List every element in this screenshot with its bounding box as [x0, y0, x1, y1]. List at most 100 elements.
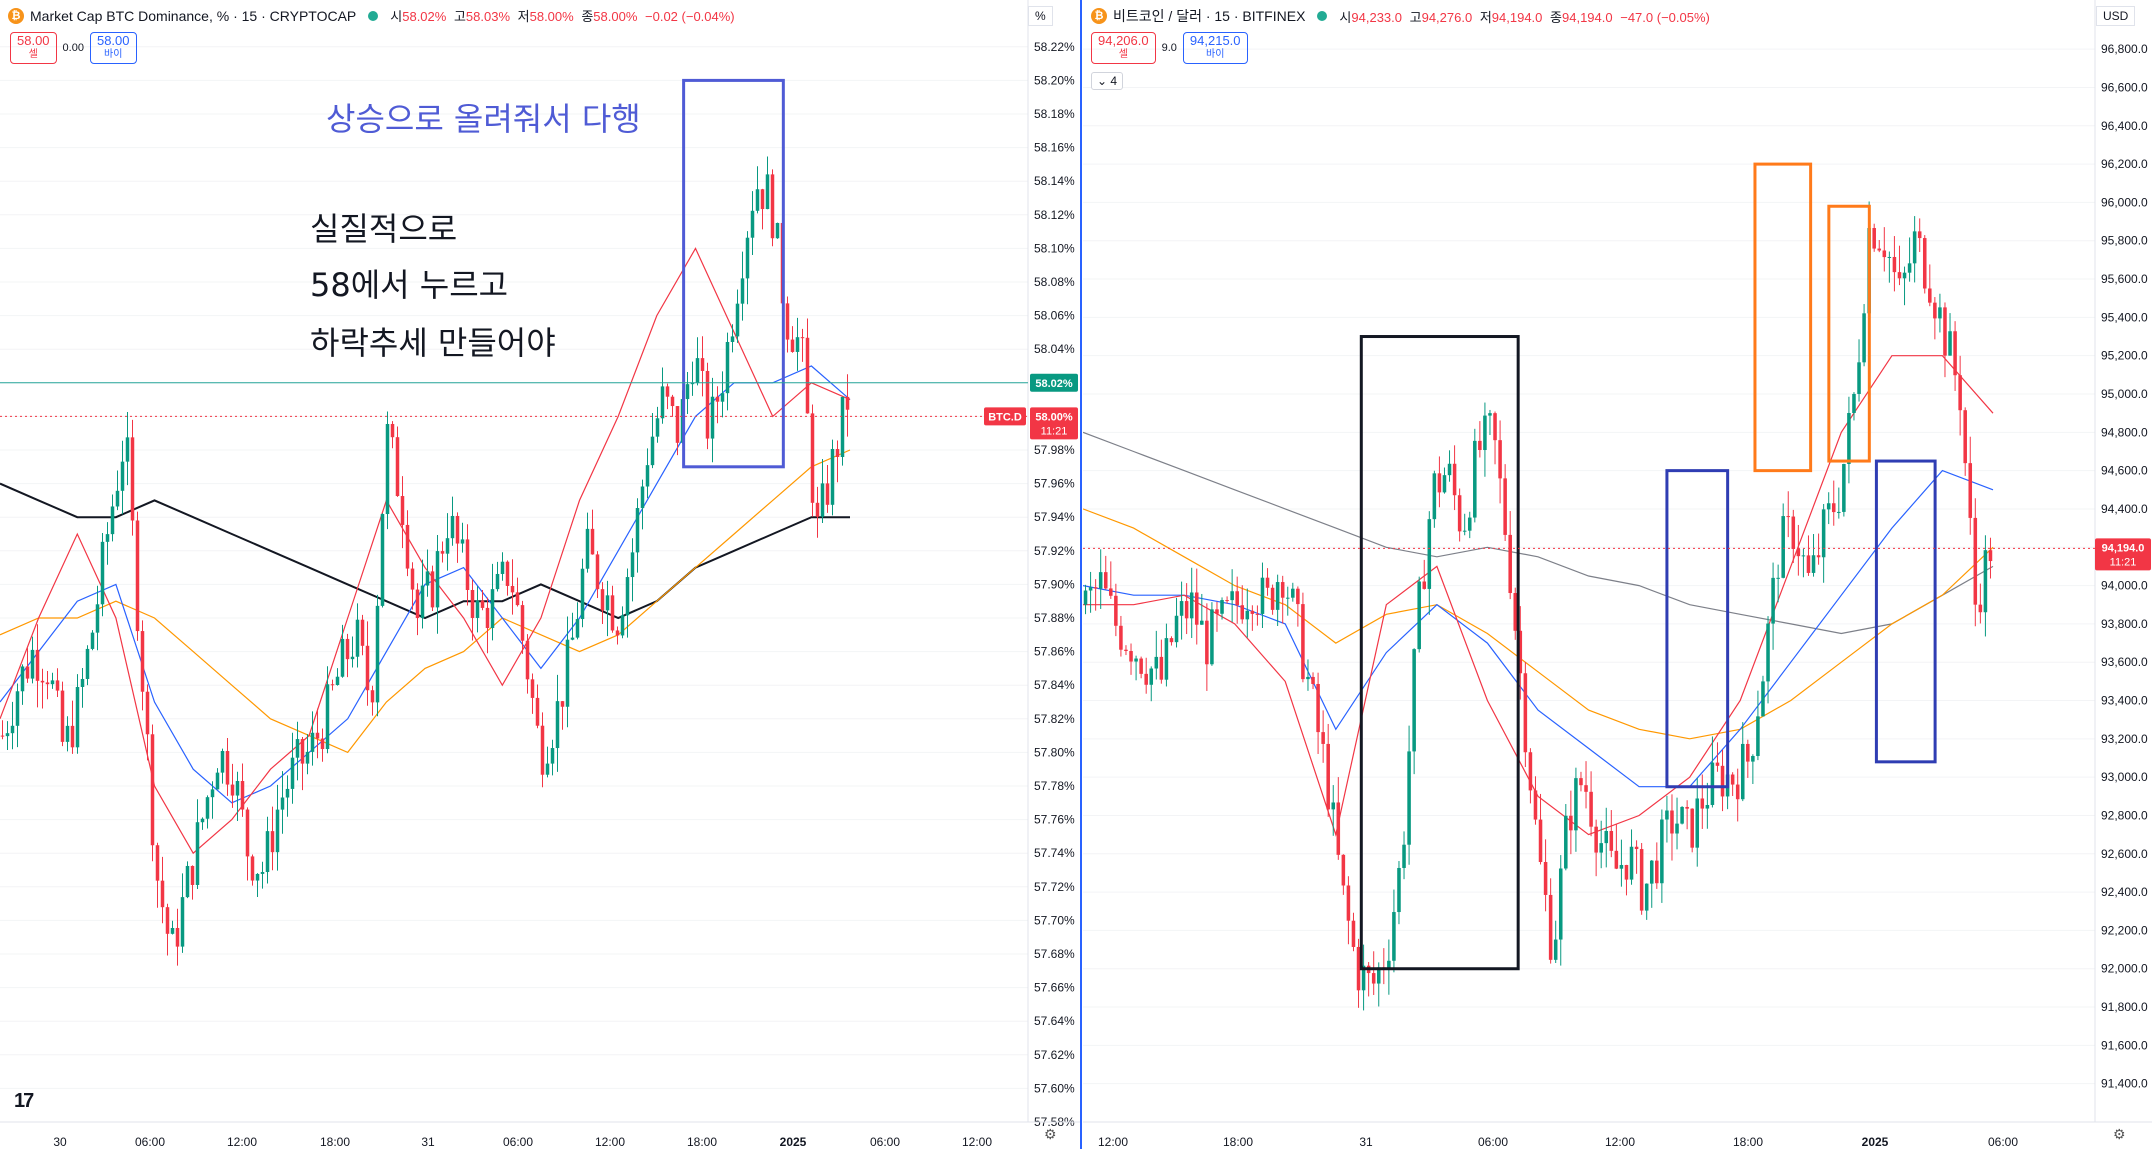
- sell-button[interactable]: 94,206.0 셀: [1091, 32, 1156, 64]
- candle-body: [185, 865, 190, 898]
- candle-body: [385, 423, 390, 515]
- candle-body: [125, 437, 130, 462]
- highlight-box[interactable]: [682, 78, 785, 469]
- candle-body: [325, 684, 330, 750]
- candle-body: [320, 738, 325, 750]
- y-tick-label: 94,800.0: [2101, 425, 2148, 439]
- bitcoin-icon: ₿: [8, 7, 24, 24]
- y-tick-label: 94,600.0: [2101, 464, 2148, 478]
- candle-body: [1816, 555, 1821, 558]
- candle-body: [630, 552, 635, 578]
- candle-body: [1144, 673, 1148, 685]
- candle-body: [1700, 798, 1705, 809]
- candle-body: [1604, 830, 1609, 844]
- x-tick-label: 18:00: [1733, 1135, 1763, 1149]
- candle-body: [810, 413, 815, 503]
- x-axis: 12:00 18:00 31 06:00 12:00 18:00 2025 06:00: [1083, 1121, 2152, 1149]
- candle-body: [1806, 555, 1811, 573]
- highlight-box[interactable]: [1874, 459, 1937, 764]
- gear-icon[interactable]: ⚙: [2113, 1126, 2126, 1142]
- candle-body: [75, 686, 80, 748]
- candle-body: [1715, 762, 1720, 766]
- candle-body: [1842, 464, 1846, 512]
- symbol-title[interactable]: Market Cap BTC Dominance, % · 15 · CRYPT…: [30, 7, 357, 24]
- y-tick-label: 57.88%: [1034, 611, 1075, 625]
- buy-button[interactable]: 58.00 바이: [89, 32, 137, 64]
- buy-button[interactable]: 94,215.0 바이: [1182, 32, 1248, 64]
- candle-body: [1665, 810, 1669, 820]
- btc-dominance-chart[interactable]: 58.22% 58.20% 58.18% 58.16% 58.14% 58.12% 58.1…: [0, 0, 1080, 1149]
- btc-usd-chart-pane[interactable]: 96,800.0 96,600.0 96,400.0 96,200.0 96,000.0…: [1083, 0, 2152, 1149]
- chevron-down-icon: ⌄: [1097, 74, 1108, 88]
- gear-icon[interactable]: ⚙: [1044, 1126, 1057, 1142]
- candle-body: [1705, 804, 1710, 809]
- candle-body: [1129, 651, 1133, 662]
- candle-body: [1907, 263, 1912, 273]
- x-tick-label: 12:00: [1098, 1135, 1128, 1149]
- annotation-text[interactable]: 상승으로 올려줘서 다행: [326, 100, 641, 138]
- candle-body: [1882, 250, 1887, 258]
- currency-selector[interactable]: USD: [2096, 6, 2136, 26]
- y-tick-label: 58.22%: [1034, 40, 1075, 54]
- candle-body: [1493, 413, 1497, 441]
- candle-body: [1579, 778, 1583, 786]
- candle-body: [655, 418, 660, 437]
- candle-body: [640, 486, 645, 509]
- candle-body: [1558, 868, 1563, 940]
- candle-body: [545, 763, 550, 775]
- candle-body: [1392, 912, 1396, 961]
- candle-body: [1103, 572, 1108, 589]
- highlight-box[interactable]: [1665, 469, 1730, 789]
- sell-button[interactable]: 58.00 셀: [10, 32, 57, 64]
- candle-body: [260, 872, 265, 874]
- y-tick-label: 93,600.0: [2101, 655, 2148, 669]
- candle-body: [1205, 620, 1209, 665]
- btc-usd-chart[interactable]: 96,800.0 96,600.0 96,400.0 96,200.0 96,000.0…: [1083, 0, 2152, 1149]
- indicators-toggle[interactable]: ⌄ 4: [1091, 72, 1124, 90]
- x-axis: 30 06:00 12:00 18:00 31 06:00 12:00 18:00 2025 06…: [0, 1121, 1080, 1149]
- candle-body: [165, 907, 170, 934]
- candle-body: [1088, 587, 1093, 591]
- x-tick-label: 12:00: [1605, 1135, 1635, 1149]
- candle-body: [705, 370, 710, 439]
- annotation-text[interactable]: 58에서 누르고: [310, 266, 508, 304]
- candle-body: [620, 615, 625, 636]
- unit-selector[interactable]: %: [1028, 6, 1053, 26]
- btc-dominance-chart-pane[interactable]: 58.22% 58.20% 58.18% 58.16% 58.14% 58.12% 58.1…: [0, 0, 1082, 1149]
- candle-body: [220, 750, 225, 773]
- grid: [1083, 48, 2095, 1085]
- candle-body: [140, 631, 145, 692]
- candle-body: [510, 585, 515, 593]
- candle-body: [190, 865, 195, 885]
- highlight-box[interactable]: [1359, 335, 1520, 971]
- last-price-value: 94,194.0: [2102, 542, 2145, 554]
- highlight-box[interactable]: [1753, 162, 1813, 473]
- y-tick-label: 57.68%: [1034, 947, 1075, 961]
- x-tick-label: 31: [1359, 1135, 1373, 1149]
- candle-body: [485, 607, 490, 629]
- y-tick-label: 57.66%: [1034, 981, 1075, 995]
- annotation-text[interactable]: 실질적으로: [310, 210, 457, 248]
- candle-body: [1467, 517, 1472, 531]
- candle-body: [1220, 600, 1224, 614]
- candle-body: [1179, 601, 1184, 616]
- candle-body: [405, 524, 410, 569]
- candle-body: [1634, 846, 1639, 850]
- countdown-time: 11:21: [2110, 556, 2137, 568]
- candles: [1083, 201, 1993, 1011]
- price-tag-horizontal: 58.02%: [1030, 373, 1078, 392]
- candle-body: [1771, 577, 1775, 624]
- candle-body: [1781, 516, 1785, 578]
- candle-body: [1356, 946, 1361, 991]
- y-tick-label: 58.10%: [1034, 241, 1075, 255]
- y-tick-label: 92,600.0: [2101, 847, 2148, 861]
- candle-body: [590, 528, 595, 555]
- candle-body: [1503, 478, 1507, 535]
- candle-body: [85, 648, 90, 679]
- candle-body: [745, 237, 750, 279]
- candle-body: [455, 515, 460, 544]
- symbol-title[interactable]: 비트코인 / 달러 · 15 · BITFINEX: [1113, 8, 1306, 24]
- highlight-box[interactable]: [1827, 204, 1871, 463]
- annotation-text[interactable]: 하락추세 만들어야: [310, 324, 556, 362]
- candle-body: [80, 678, 85, 687]
